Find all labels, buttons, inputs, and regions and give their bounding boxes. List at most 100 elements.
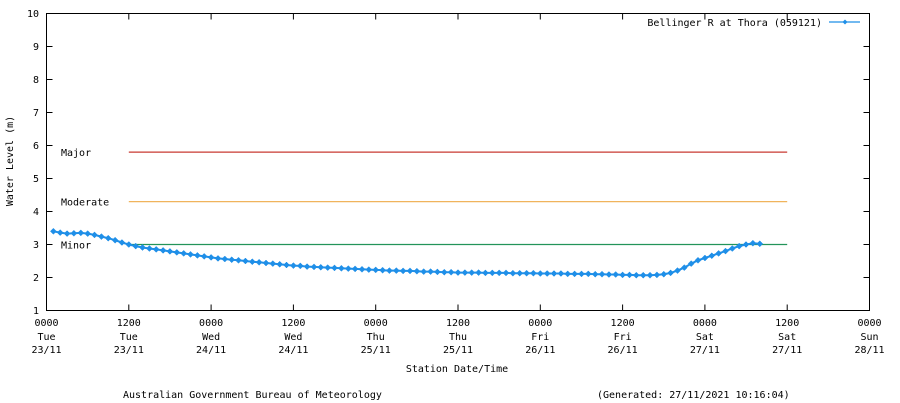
data-point — [187, 251, 194, 258]
data-point — [214, 255, 222, 262]
x-tick-label: 1200 Fri 26/11 — [608, 318, 638, 356]
x-tick-label-day: Wed — [284, 332, 302, 343]
x-axis: 0000Tue23/111200Tue23/110000Wed24/111200… — [31, 13, 885, 356]
x-tick-label: 1200 Wed 24/11 — [278, 318, 308, 356]
data-point — [235, 256, 242, 264]
data-point — [104, 234, 112, 242]
data-point — [338, 264, 345, 272]
data-point — [440, 268, 448, 276]
data-point — [708, 252, 716, 260]
data-point — [495, 269, 503, 277]
legend-marker — [842, 19, 848, 25]
data-point — [228, 256, 236, 264]
data-point — [276, 260, 284, 268]
data-point — [715, 250, 722, 257]
data-point — [379, 266, 386, 274]
x-tick-label-date: 28/11 — [854, 345, 884, 356]
data-point — [530, 269, 537, 277]
x-tick-label-time: 1200 — [117, 318, 141, 329]
data-point — [194, 252, 201, 259]
data-point — [166, 248, 174, 255]
data-point — [543, 270, 551, 277]
data-point — [50, 227, 57, 235]
data-point — [77, 229, 85, 237]
y-tick-label: 1 — [33, 306, 39, 317]
data-point — [303, 263, 311, 270]
x-tick-label-date: 25/11 — [443, 345, 473, 356]
data-point — [639, 271, 647, 279]
x-tick-label-time: 0000 — [34, 318, 58, 329]
data-point — [598, 270, 606, 278]
y-tick-label: 3 — [33, 240, 39, 251]
data-point — [98, 233, 105, 240]
y-tick-label: 8 — [33, 75, 39, 86]
data-point — [283, 261, 290, 269]
data-point — [317, 263, 325, 271]
data-point — [207, 254, 215, 261]
x-tick-label: 0000 Thu 25/11 — [361, 318, 391, 356]
data-point — [413, 267, 421, 275]
data-point — [248, 258, 256, 266]
data-point — [125, 241, 133, 248]
data-point — [372, 266, 380, 274]
data-point — [221, 255, 229, 263]
x-tick-label-day: Thu — [367, 332, 385, 343]
x-tick-label-date: 25/11 — [361, 345, 391, 356]
data-point — [550, 270, 558, 277]
x-tick-label-day: Tue — [120, 332, 138, 343]
data-point — [434, 268, 441, 276]
data-point — [399, 267, 407, 275]
threshold-label-minor: Minor — [61, 241, 91, 252]
data-point — [84, 230, 92, 237]
x-tick-label-day: Wed — [202, 332, 220, 343]
data-point — [365, 266, 373, 273]
data-point — [70, 229, 78, 237]
data-point — [749, 239, 757, 247]
x-tick-label: 0000 Sun 28/11 — [854, 318, 884, 356]
legend-label: Bellinger R at Thora (059121) — [647, 18, 822, 29]
data-point — [296, 262, 304, 270]
x-tick-label: 1200 Sat 27/11 — [772, 318, 802, 356]
x-tick-label: 1200 Thu 25/11 — [443, 318, 473, 356]
x-tick-label-date: 23/11 — [114, 345, 144, 356]
data-point — [728, 245, 736, 252]
x-axis-title: Station Date/Time — [406, 364, 508, 375]
data-point — [139, 244, 146, 251]
data-point — [612, 271, 620, 278]
x-tick-label-time: 0000 — [693, 318, 717, 329]
data-point — [536, 270, 544, 277]
data-point — [523, 269, 530, 277]
data-point — [331, 264, 338, 272]
data-point — [509, 269, 517, 277]
data-point — [584, 270, 592, 278]
data-point — [63, 230, 71, 237]
data-point — [358, 265, 366, 273]
y-tick-label: 7 — [33, 108, 39, 119]
data-point — [132, 242, 140, 250]
x-tick-label-time: 1200 — [611, 318, 635, 329]
y-tick-label: 2 — [33, 273, 39, 284]
y-tick-label: 10 — [27, 9, 39, 20]
data-point — [392, 267, 400, 274]
data-point — [255, 258, 263, 266]
x-tick-label-time: 0000 — [857, 318, 881, 329]
data-point — [173, 249, 181, 256]
data-point — [475, 269, 482, 276]
data-point — [324, 264, 332, 271]
x-tick-label-day: Sun — [860, 332, 878, 343]
data-point — [694, 256, 702, 264]
data-point — [386, 267, 393, 274]
data-point — [667, 269, 674, 277]
data-point — [262, 259, 270, 267]
data-point — [242, 257, 249, 265]
data-point — [91, 231, 98, 239]
x-tick-label-day: Sat — [778, 332, 796, 343]
data-point — [605, 271, 613, 278]
data-point — [735, 242, 743, 250]
data-point — [502, 269, 510, 277]
x-tick-label-date: 26/11 — [525, 345, 555, 356]
x-tick-label-day: Fri — [614, 332, 632, 343]
x-tick-label: 0000 Fri 26/11 — [525, 318, 555, 356]
data-point — [646, 271, 654, 279]
